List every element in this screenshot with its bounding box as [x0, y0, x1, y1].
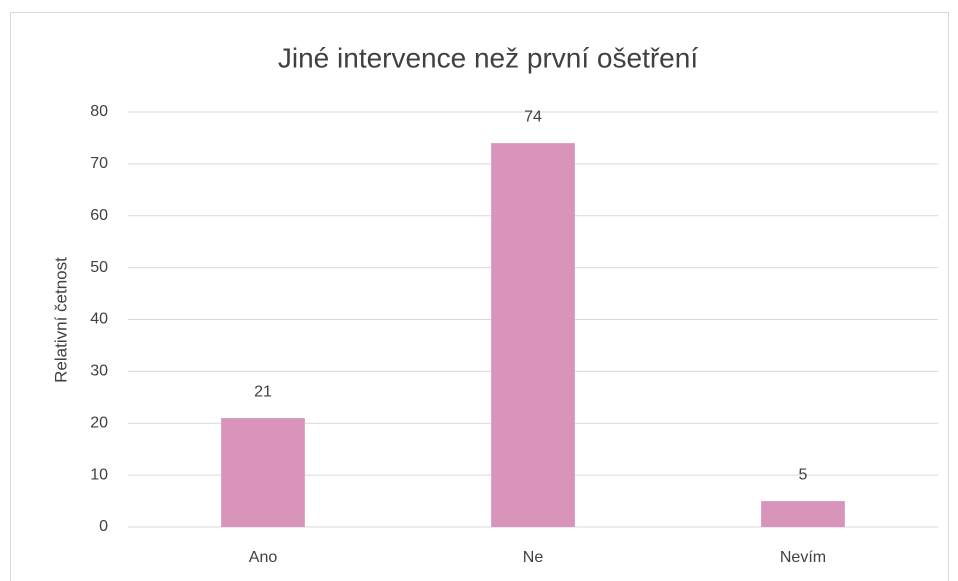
y-tick-label: 40	[90, 311, 108, 328]
y-tick-label: 50	[90, 259, 108, 276]
y-tick-label: 20	[90, 414, 108, 431]
x-tick-label: Nevím	[780, 549, 826, 566]
y-axis-title: Relativní četnost	[51, 257, 70, 383]
data-label: 21	[254, 383, 272, 400]
x-tick-label: Ne	[523, 549, 544, 566]
y-tick-label: 70	[90, 155, 108, 172]
y-tick-label: 10	[90, 466, 108, 483]
x-tick-label: Ano	[249, 549, 278, 566]
bar	[761, 501, 845, 527]
y-tick-label: 60	[90, 207, 108, 224]
y-tick-label: 0	[99, 518, 108, 535]
chart-border	[10, 12, 949, 581]
data-label: 5	[799, 466, 808, 483]
data-label: 74	[524, 108, 542, 125]
chart-title: Jiné intervence než první ošetření	[278, 42, 698, 73]
bar	[221, 418, 305, 527]
y-tick-label: 30	[90, 363, 108, 380]
y-tick-label: 80	[90, 103, 108, 120]
bar	[491, 143, 575, 527]
